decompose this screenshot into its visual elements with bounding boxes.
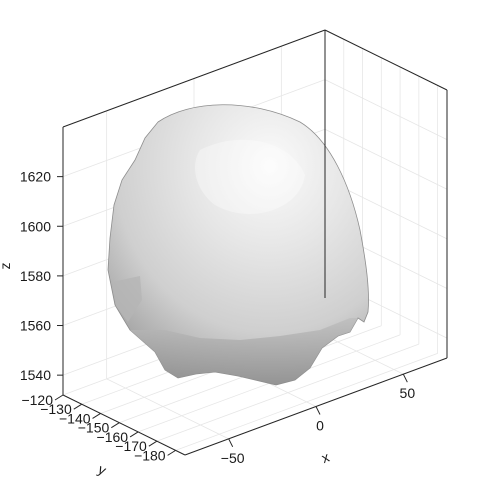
y-tick: [92, 413, 101, 419]
x-tick: [315, 406, 321, 415]
y-axis-label: y: [96, 461, 109, 478]
x-tick-label: 0: [316, 418, 324, 434]
z-tick-label: 1580: [20, 268, 51, 284]
y-tick: [167, 449, 176, 456]
z-tick-label: 1600: [20, 218, 51, 234]
y-axis-line: [62, 394, 186, 456]
grid-line-yz-z: [324, 79, 448, 140]
y-tick: [111, 422, 120, 429]
x-tick: [402, 373, 408, 383]
surface-left-facet: [112, 276, 142, 322]
grid-line-floor-y: [175, 353, 438, 451]
box-edge-top-back: [62, 29, 326, 128]
y-tick-label: −180: [134, 447, 166, 463]
labels-layer: 1540 1560 1580 1600 1620 −120−130−140−150−160…: [0, 169, 415, 479]
y-tick-label: −150: [78, 420, 110, 436]
x-tick-label: −50: [221, 450, 245, 466]
z-tick-label: 1620: [20, 169, 51, 185]
y-tick-label: −160: [97, 429, 129, 445]
box-edge-top-right: [324, 29, 448, 91]
grid-line-yz-z: [324, 128, 448, 190]
axes-layer: [54, 29, 448, 456]
y-tick-label: −120: [21, 392, 53, 408]
grid-line-floor-y: [156, 343, 419, 442]
y-tick: [54, 394, 64, 401]
y-tick: [148, 440, 158, 447]
surface-lower-shade: [130, 318, 358, 385]
x-tick: [228, 438, 234, 448]
z-tick-label: 1560: [20, 318, 51, 334]
y-tick: [129, 431, 139, 438]
y-tick-label: −140: [59, 410, 91, 426]
skull-surface: [107, 104, 369, 386]
grid-line-floor-x: [106, 378, 229, 440]
y-tick: [73, 403, 83, 410]
surface-top-highlight: [195, 139, 305, 214]
y-tick-label: −130: [40, 401, 72, 417]
z-tick-label: 1540: [20, 367, 51, 383]
x-tick-label: 50: [400, 385, 416, 401]
y-tick-label: −170: [115, 438, 147, 454]
x-axis-label: x: [319, 449, 331, 466]
z-axis-label: z: [0, 263, 13, 270]
